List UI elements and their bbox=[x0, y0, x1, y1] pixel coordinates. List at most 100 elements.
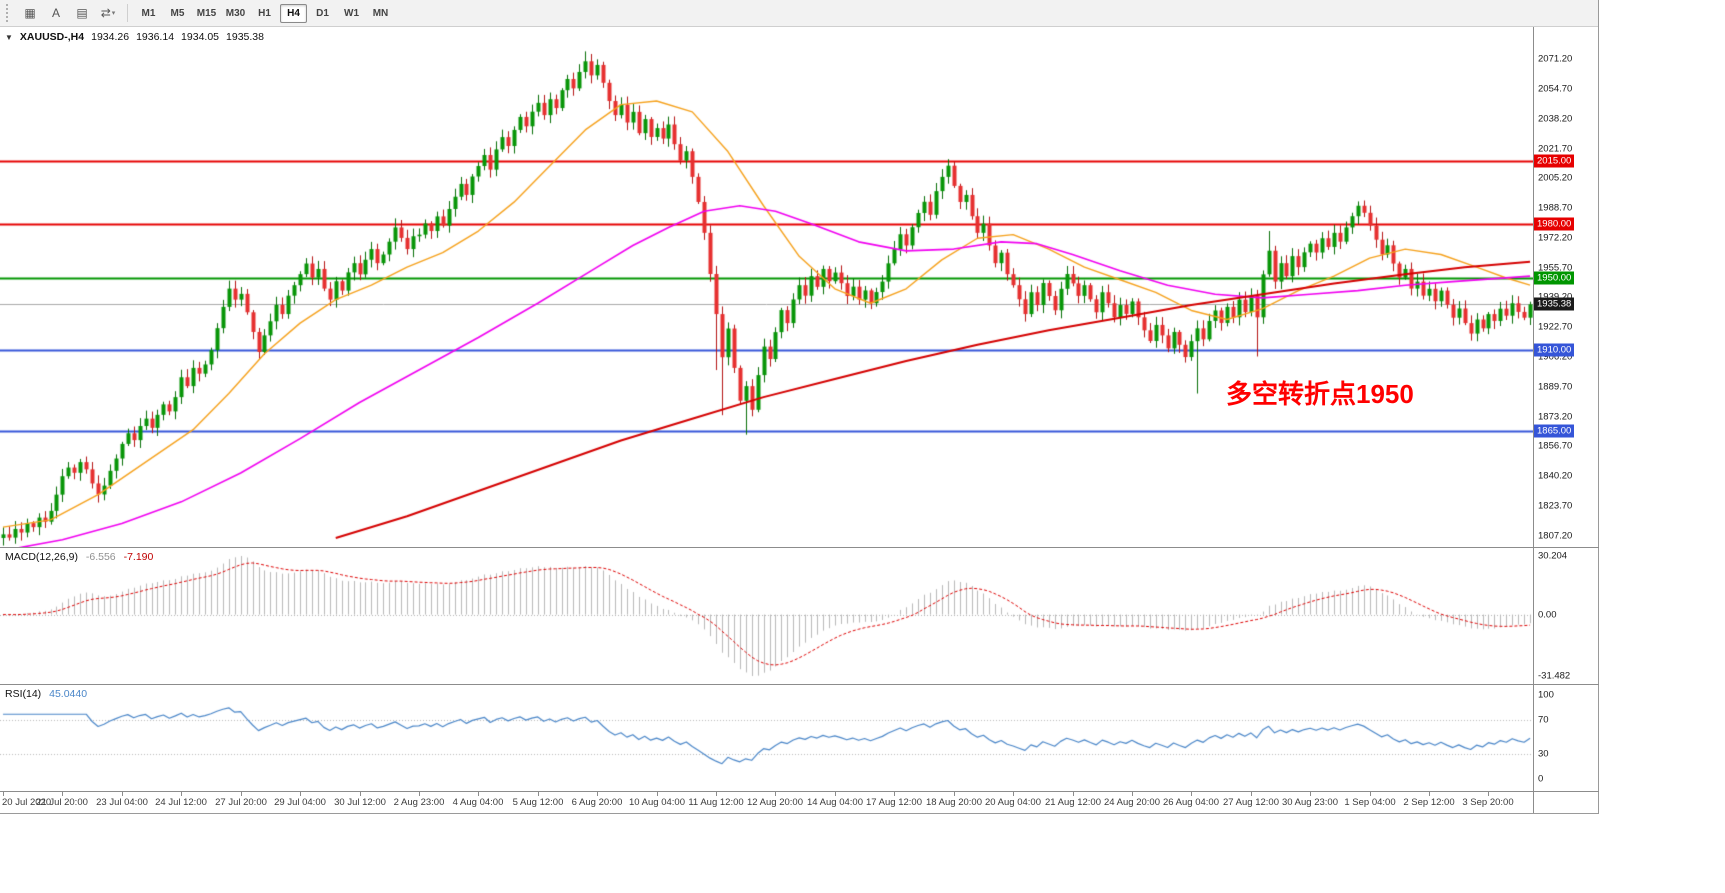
level-badge-1865.00[interactable]: 1865.00 bbox=[1534, 424, 1575, 438]
chart-expand-arrow[interactable]: ▼ bbox=[5, 32, 13, 42]
time-label: 17 Aug 12:00 bbox=[866, 797, 922, 808]
rsi-scale-label: 0 bbox=[1538, 773, 1544, 785]
time-tick bbox=[241, 792, 242, 796]
time-tick bbox=[3, 792, 4, 796]
level-badge-1950.00[interactable]: 1950.00 bbox=[1534, 271, 1575, 285]
price-scale-label: 1873.20 bbox=[1538, 411, 1573, 423]
macd-main-value: -6.556 bbox=[85, 551, 116, 563]
time-label: 3 Sep 20:00 bbox=[1462, 797, 1514, 808]
panel-resize-separator[interactable] bbox=[0, 684, 1599, 685]
time-tick bbox=[419, 792, 420, 796]
time-tick bbox=[657, 792, 658, 796]
price-chart-canvas[interactable] bbox=[0, 27, 1533, 547]
chart-panel-button[interactable]: ▤ bbox=[76, 6, 88, 20]
time-label: 23 Jul 04:00 bbox=[96, 797, 148, 808]
price-scale-label: 2038.20 bbox=[1538, 113, 1573, 125]
price-scale-label: 2005.20 bbox=[1538, 172, 1573, 184]
timeframe-h4-button[interactable]: H4 bbox=[280, 3, 307, 23]
timeframe-m30-button[interactable]: M30 bbox=[225, 7, 246, 19]
price-scale-label: 1988.70 bbox=[1538, 202, 1573, 214]
price-scale-label: 1856.70 bbox=[1538, 440, 1573, 452]
timeframe-m15-button[interactable]: M15 bbox=[196, 7, 217, 19]
price-scale-label: 1922.70 bbox=[1538, 321, 1573, 333]
macd-name: MACD(12,26,9) bbox=[5, 551, 78, 563]
timeframe-w1-button[interactable]: W1 bbox=[344, 7, 359, 19]
price-scale-label: 1889.70 bbox=[1538, 381, 1573, 393]
time-tick bbox=[1132, 792, 1133, 796]
toolbar: ▦ A ▤ ⇄ ▾ M1 M5 M15 M30 H1 H4 D1 W1 MN bbox=[0, 0, 1598, 27]
time-tick bbox=[716, 792, 717, 796]
timeframe-m1-button[interactable]: M1 bbox=[141, 7, 156, 19]
time-tick bbox=[62, 792, 63, 796]
chart-window: ▦ A ▤ ⇄ ▾ M1 M5 M15 M30 H1 H4 D1 W1 MN ▼ XAUUSD-,H4 … bbox=[0, 0, 1599, 814]
ohlc-low: 1934.05 bbox=[181, 31, 220, 43]
time-tick bbox=[1191, 792, 1192, 796]
macd-scale-max: 30.204 bbox=[1538, 550, 1568, 562]
ohlc-close: 1935.38 bbox=[226, 31, 264, 43]
timeframe-d1-button[interactable]: D1 bbox=[316, 7, 329, 19]
time-label: 12 Aug 20:00 bbox=[747, 797, 803, 808]
time-label: 26 Aug 04:00 bbox=[1163, 797, 1219, 808]
time-label: 6 Aug 20:00 bbox=[571, 797, 623, 808]
rsi-name: RSI(14) bbox=[5, 688, 42, 700]
time-label: 18 Aug 20:00 bbox=[926, 797, 982, 808]
time-tick bbox=[300, 792, 301, 796]
time-label: 29 Jul 04:00 bbox=[274, 797, 326, 808]
time-label: 10 Aug 04:00 bbox=[629, 797, 685, 808]
price-scale-label: 1840.20 bbox=[1538, 470, 1573, 482]
timeframe-m5-button[interactable]: M5 bbox=[170, 7, 185, 19]
panel-resize-separator[interactable] bbox=[0, 547, 1599, 548]
chart-header: ▼ XAUUSD-,H4 1934.26 1936.14 1934.05 193… bbox=[5, 31, 264, 43]
tile-windows-button[interactable]: ▦ bbox=[24, 6, 36, 20]
time-tick bbox=[1370, 792, 1371, 796]
rsi-indicator-canvas[interactable] bbox=[0, 685, 1533, 791]
rsi-scale-label: 70 bbox=[1538, 714, 1549, 726]
timeframe-toolbar: M1 M5 M15 M30 H1 H4 D1 W1 MN bbox=[135, 3, 394, 23]
time-label: 2 Sep 12:00 bbox=[1403, 797, 1455, 808]
rsi-scale-label: 30 bbox=[1538, 748, 1549, 760]
price-scale-label: 2054.70 bbox=[1538, 83, 1573, 95]
macd-indicator-canvas[interactable] bbox=[0, 548, 1533, 684]
time-tick bbox=[1013, 792, 1014, 796]
switch-symbol-button[interactable]: ⇄ ▾ bbox=[100, 6, 116, 20]
time-tick bbox=[538, 792, 539, 796]
time-tick bbox=[954, 792, 955, 796]
time-tick bbox=[1073, 792, 1074, 796]
time-tick bbox=[478, 792, 479, 796]
level-badge-2015.00[interactable]: 2015.00 bbox=[1534, 154, 1575, 168]
price-scale-label: 2021.70 bbox=[1538, 143, 1573, 154]
macd-label: MACD(12,26,9) -6.556 -7.190 bbox=[5, 551, 158, 563]
text-cursor-button[interactable]: A bbox=[51, 6, 60, 20]
time-tick bbox=[1488, 792, 1489, 796]
time-label: 1 Sep 04:00 bbox=[1344, 797, 1396, 808]
price-scale-label: 1955.70 bbox=[1538, 262, 1573, 274]
time-tick bbox=[360, 792, 361, 796]
time-label: 4 Aug 04:00 bbox=[452, 797, 504, 808]
time-label: 11 Aug 12:00 bbox=[688, 797, 744, 808]
level-badge-1910.00[interactable]: 1910.00 bbox=[1534, 343, 1575, 357]
timeframe-mn-button[interactable]: MN bbox=[372, 7, 389, 19]
toolbar-separator bbox=[127, 4, 128, 22]
time-label: 5 Aug 12:00 bbox=[512, 797, 564, 808]
toolbar-grip[interactable] bbox=[6, 4, 12, 22]
time-label: 14 Aug 04:00 bbox=[807, 797, 863, 808]
time-label: 21 Aug 12:00 bbox=[1045, 797, 1101, 808]
bid-price-badge: 1935.38 bbox=[1534, 297, 1575, 311]
time-tick bbox=[894, 792, 895, 796]
time-label: 2 Aug 23:00 bbox=[393, 797, 445, 808]
price-scale-label: 2071.20 bbox=[1538, 53, 1573, 65]
price-scale-label: 1807.20 bbox=[1538, 530, 1573, 542]
time-tick bbox=[1310, 792, 1311, 796]
symbol-period-label: XAUUSD-,H4 bbox=[19, 31, 85, 43]
timeframe-h1-button[interactable]: H1 bbox=[258, 7, 271, 19]
trend-annotation[interactable]: 多空转折点1950 bbox=[1226, 379, 1414, 409]
rsi-label: RSI(14) 45.0440 bbox=[5, 688, 92, 700]
time-label: 24 Aug 20:00 bbox=[1104, 797, 1160, 808]
time-tick bbox=[1429, 792, 1430, 796]
panel-resize-separator[interactable] bbox=[0, 791, 1599, 792]
level-badge-1980.00[interactable]: 1980.00 bbox=[1534, 217, 1575, 231]
rsi-scale-label: 100 bbox=[1538, 689, 1554, 701]
price-scale-label: 1823.70 bbox=[1538, 500, 1573, 512]
price-scale-label: 1972.20 bbox=[1538, 232, 1573, 244]
price-scale-label: 1939.20 bbox=[1538, 292, 1572, 303]
